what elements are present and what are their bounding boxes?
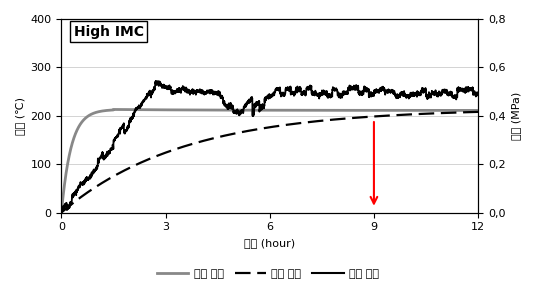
Text: High IMC: High IMC — [74, 25, 144, 39]
Legend: 증기 온도, 목재 온도, 증기 압력: 증기 온도, 목재 온도, 증기 압력 — [152, 265, 384, 284]
X-axis label: 시간 (hour): 시간 (hour) — [244, 238, 295, 248]
Y-axis label: 압력 (MPa): 압력 (MPa) — [511, 92, 521, 140]
Y-axis label: 온도 (℃): 온도 (℃) — [15, 97, 25, 135]
